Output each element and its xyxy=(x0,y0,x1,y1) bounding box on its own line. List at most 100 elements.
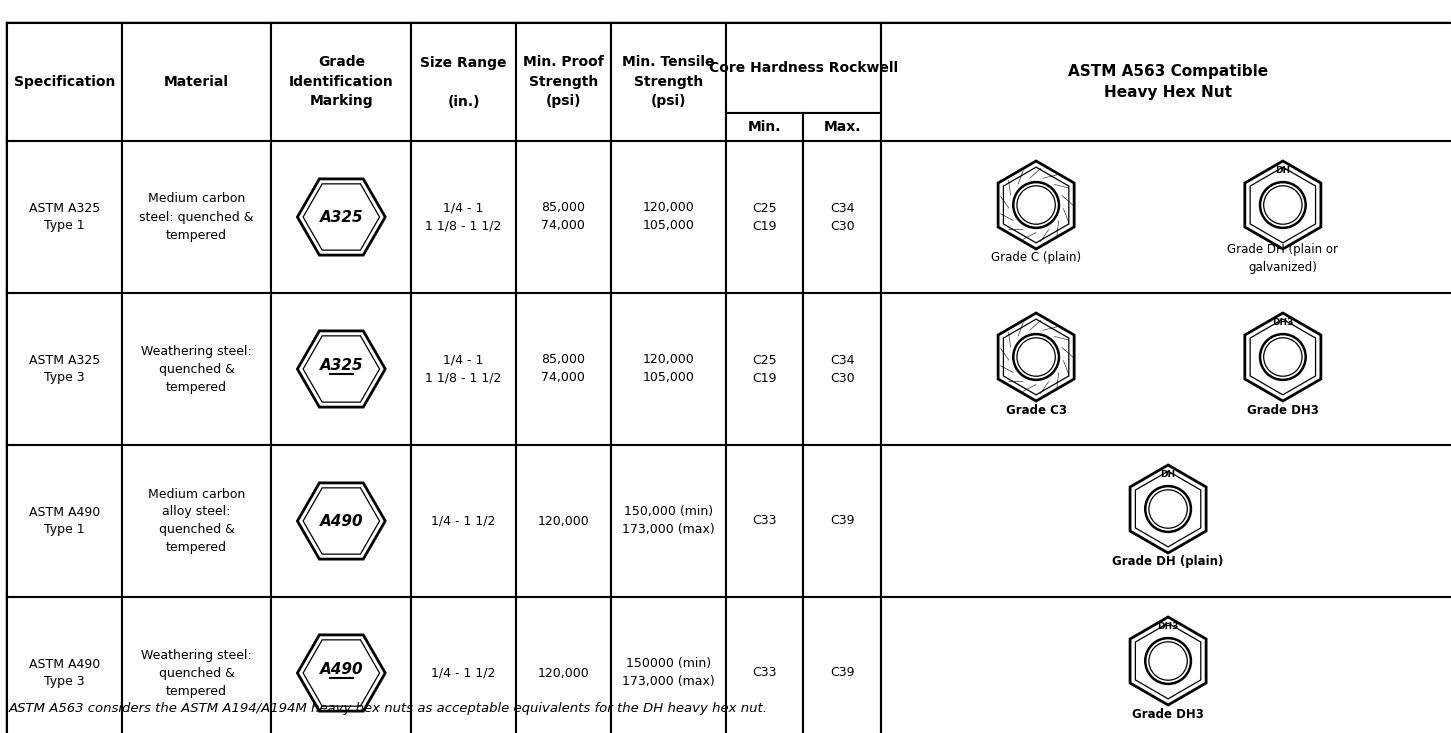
Circle shape xyxy=(1149,490,1187,528)
Polygon shape xyxy=(1130,465,1206,553)
Bar xyxy=(411,445,517,597)
Polygon shape xyxy=(1245,313,1320,401)
Bar xyxy=(726,141,804,293)
Polygon shape xyxy=(1130,617,1206,705)
Text: Medium carbon
alloy steel:
quenched &
tempered: Medium carbon alloy steel: quenched & te… xyxy=(148,487,245,554)
Text: 120,000: 120,000 xyxy=(537,515,589,528)
Bar xyxy=(726,113,804,141)
Text: C39: C39 xyxy=(830,666,855,679)
Text: 1/4 - 1 1/2: 1/4 - 1 1/2 xyxy=(431,666,496,679)
Text: Material: Material xyxy=(164,75,229,89)
Bar xyxy=(517,23,611,141)
Text: DH3: DH3 xyxy=(1273,318,1293,327)
Bar xyxy=(7,445,122,597)
Text: Max.: Max. xyxy=(824,120,860,134)
Polygon shape xyxy=(1251,319,1316,395)
Text: Specification: Specification xyxy=(13,75,115,89)
Bar xyxy=(726,597,804,733)
Bar xyxy=(271,141,411,293)
Polygon shape xyxy=(303,336,380,402)
Text: Grade DH3: Grade DH3 xyxy=(1132,707,1204,721)
Circle shape xyxy=(1145,638,1191,684)
Circle shape xyxy=(1017,185,1055,224)
Bar xyxy=(804,293,881,445)
Bar xyxy=(411,597,517,733)
Polygon shape xyxy=(303,488,380,554)
Bar xyxy=(726,445,804,597)
Bar xyxy=(517,445,611,597)
Circle shape xyxy=(1145,486,1191,532)
Bar xyxy=(881,141,1451,293)
Bar xyxy=(804,113,881,141)
Text: C25
C19: C25 C19 xyxy=(752,202,776,232)
Polygon shape xyxy=(297,179,385,255)
Polygon shape xyxy=(998,161,1074,249)
Text: Grade DH3: Grade DH3 xyxy=(1246,403,1319,416)
Bar xyxy=(411,293,517,445)
Polygon shape xyxy=(303,640,380,706)
Polygon shape xyxy=(303,184,380,250)
Circle shape xyxy=(1264,338,1302,376)
Text: 1/4 - 1
1 1/8 - 1 1/2: 1/4 - 1 1 1/8 - 1 1/2 xyxy=(425,353,502,385)
Polygon shape xyxy=(297,331,385,407)
Text: ASTM A563 Compatible
Heavy Hex Nut: ASTM A563 Compatible Heavy Hex Nut xyxy=(1068,64,1268,100)
Bar xyxy=(122,293,271,445)
Polygon shape xyxy=(998,313,1074,401)
Text: Grade DH (plain): Grade DH (plain) xyxy=(1113,556,1223,569)
Text: C33: C33 xyxy=(752,666,776,679)
Bar xyxy=(7,141,122,293)
Text: ASTM A325
Type 1: ASTM A325 Type 1 xyxy=(29,202,100,232)
Bar xyxy=(611,597,726,733)
Text: ASTM A490
Type 1: ASTM A490 Type 1 xyxy=(29,506,100,537)
Bar xyxy=(122,597,271,733)
Text: C25
C19: C25 C19 xyxy=(752,353,776,385)
Bar xyxy=(517,141,611,293)
Text: Size Range

(in.): Size Range (in.) xyxy=(421,56,506,108)
Text: 120,000
105,000: 120,000 105,000 xyxy=(643,353,694,385)
Text: 150,000 (min)
173,000 (max): 150,000 (min) 173,000 (max) xyxy=(622,506,714,537)
Bar xyxy=(804,597,881,733)
Text: 1/4 - 1
1 1/8 - 1 1/2: 1/4 - 1 1 1/8 - 1 1/2 xyxy=(425,202,502,232)
Text: Medium carbon
steel: quenched &
tempered: Medium carbon steel: quenched & tempered xyxy=(139,193,254,241)
Text: 120,000: 120,000 xyxy=(537,666,589,679)
Text: A325: A325 xyxy=(319,358,363,374)
Text: Core Hardness Rockwell: Core Hardness Rockwell xyxy=(708,61,898,75)
Text: 120,000
105,000: 120,000 105,000 xyxy=(643,202,694,232)
Bar xyxy=(881,293,1451,445)
Text: Weathering steel:
quenched &
tempered: Weathering steel: quenched & tempered xyxy=(141,345,252,394)
Text: C34
C30: C34 C30 xyxy=(830,202,855,232)
Bar xyxy=(7,293,122,445)
Circle shape xyxy=(1013,334,1059,380)
Bar xyxy=(726,293,804,445)
Circle shape xyxy=(1259,334,1306,380)
Bar xyxy=(726,23,881,113)
Text: DH3: DH3 xyxy=(1158,622,1178,631)
Polygon shape xyxy=(297,635,385,711)
Text: Grade C (plain): Grade C (plain) xyxy=(991,251,1081,265)
Text: A490: A490 xyxy=(319,514,363,528)
Text: DH: DH xyxy=(1161,470,1175,479)
Bar xyxy=(611,445,726,597)
Bar xyxy=(611,23,726,141)
Text: Grade
Identification
Marking: Grade Identification Marking xyxy=(289,56,393,108)
Text: 85,000
74,000: 85,000 74,000 xyxy=(541,353,585,385)
Polygon shape xyxy=(1135,623,1201,699)
Bar xyxy=(271,293,411,445)
Bar xyxy=(271,445,411,597)
Text: A325: A325 xyxy=(319,210,363,224)
Text: C39: C39 xyxy=(830,515,855,528)
Bar xyxy=(881,597,1451,733)
Text: 1/4 - 1 1/2: 1/4 - 1 1/2 xyxy=(431,515,496,528)
Polygon shape xyxy=(297,483,385,559)
Polygon shape xyxy=(1004,167,1069,243)
Bar xyxy=(517,293,611,445)
Polygon shape xyxy=(1245,161,1320,249)
Text: C33: C33 xyxy=(752,515,776,528)
Text: DH: DH xyxy=(1275,166,1290,175)
Text: Weathering steel:
quenched &
tempered: Weathering steel: quenched & tempered xyxy=(141,649,252,698)
Text: Grade C3: Grade C3 xyxy=(1006,403,1066,416)
Circle shape xyxy=(1013,182,1059,228)
Polygon shape xyxy=(1251,167,1316,243)
Bar xyxy=(122,23,271,141)
Bar xyxy=(411,23,517,141)
